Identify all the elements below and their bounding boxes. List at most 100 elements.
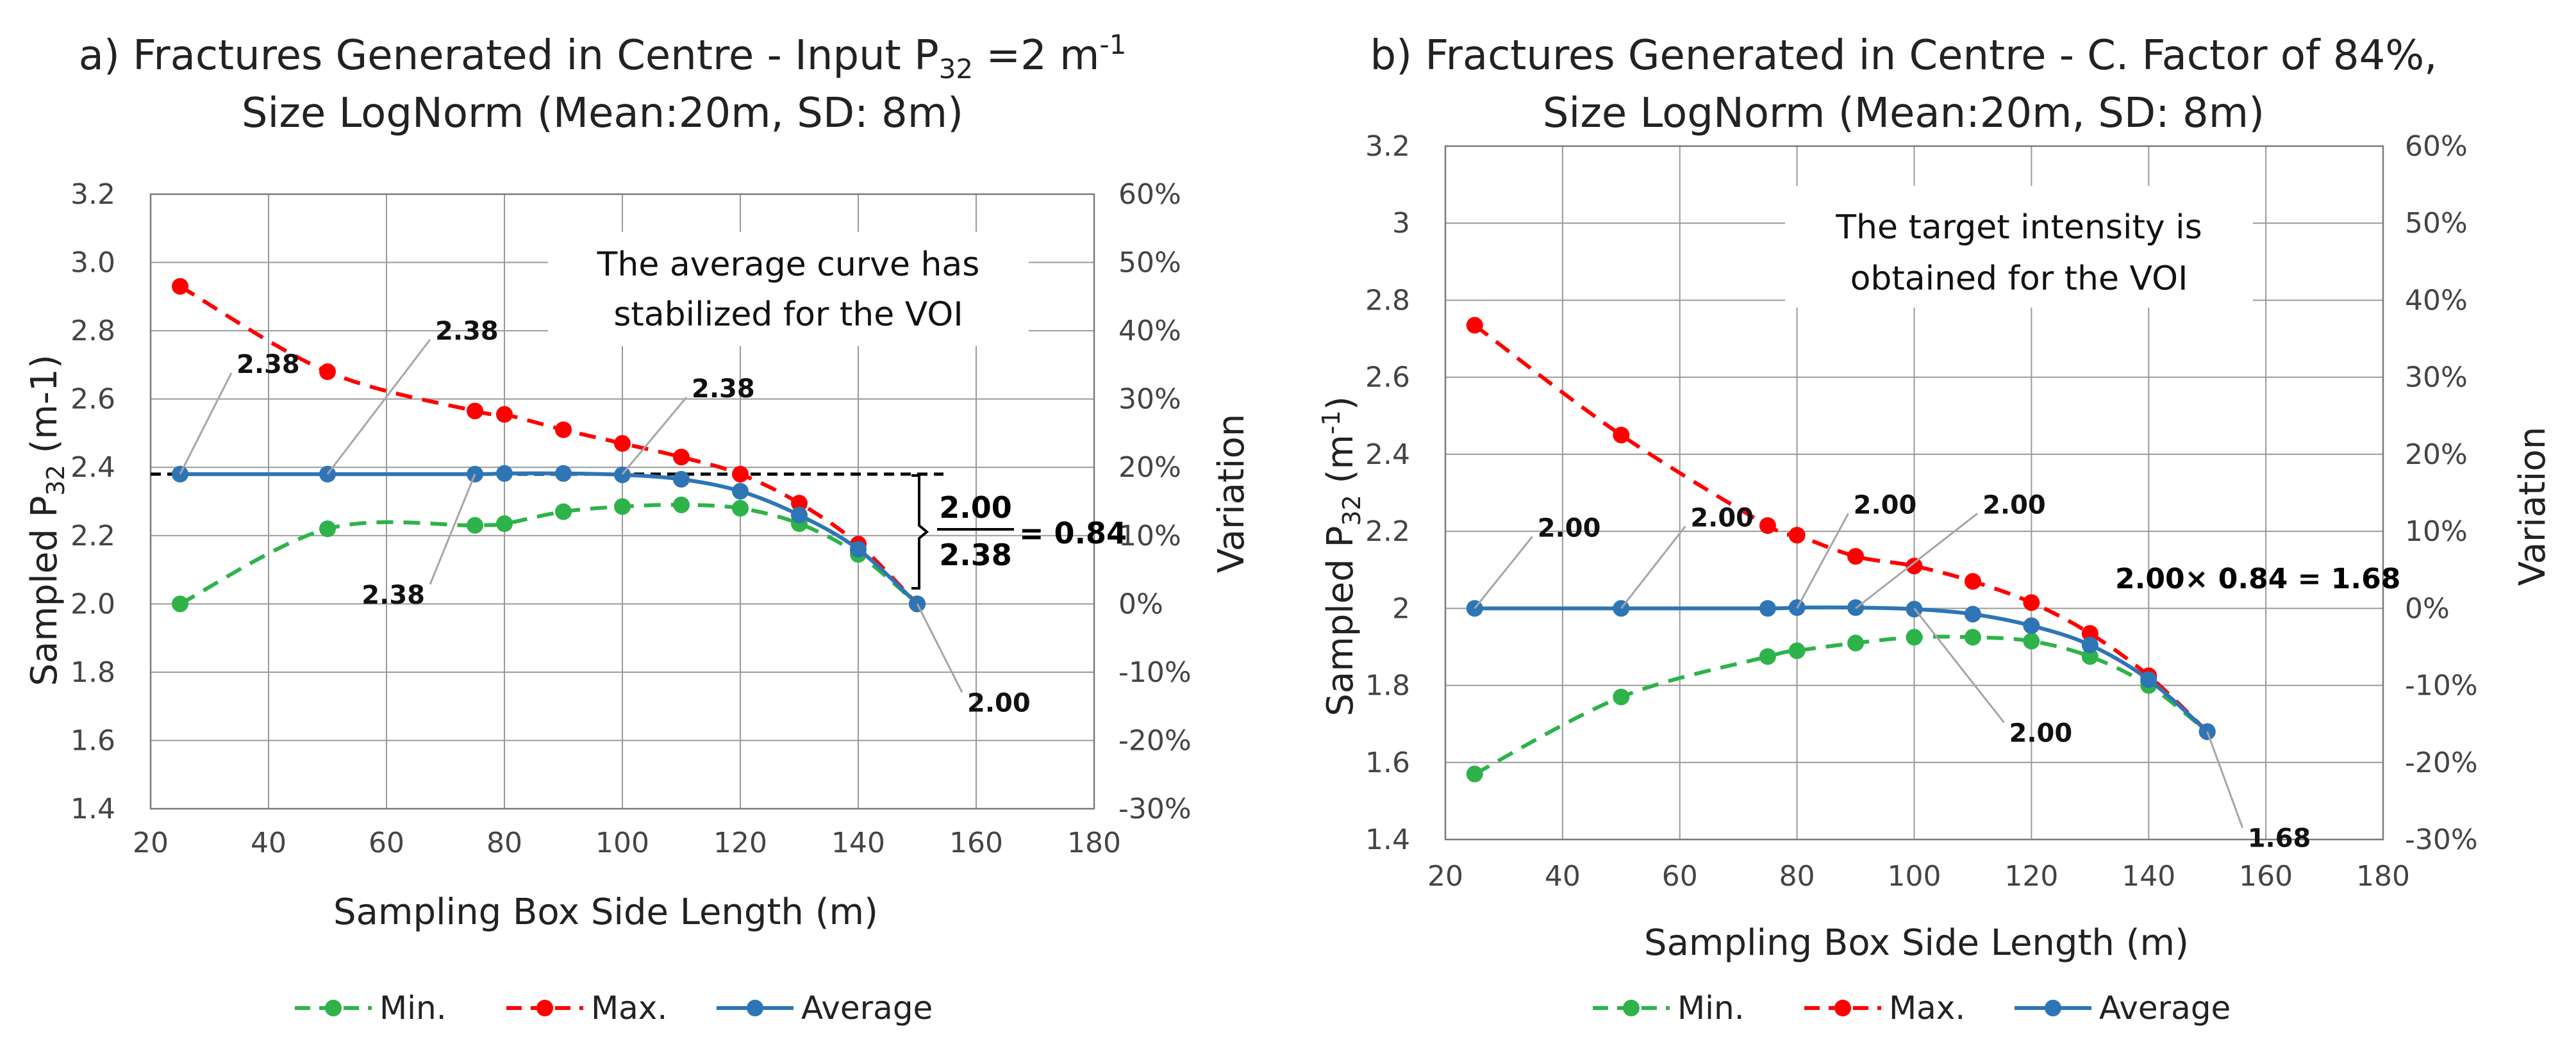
- chart-a-callout-label: 2.38: [692, 374, 755, 404]
- chart-a-series-min-point: [467, 517, 483, 534]
- chart-b-legend-average-marker: [2045, 1000, 2061, 1016]
- chart-b-x-tick-label: 40: [1545, 860, 1581, 893]
- chart-a-legend-max-marker: [536, 1000, 553, 1016]
- chart-a-y2-tick-label: 40%: [1118, 315, 1181, 347]
- chart-a-callout-leader: [179, 372, 233, 475]
- chart-b-y2-tick-label: 50%: [2405, 207, 2468, 240]
- chart-b-callout-label: 1.68: [2248, 824, 2311, 854]
- chart-b-series-max-point: [1906, 558, 1923, 575]
- chart-a-y-tick-labels: 1.4 1.6 1.8 2.0 2.2 2.4 2.6 2.8 3.0 3.2: [71, 178, 115, 825]
- chart-b-annotation-box: [1785, 186, 2253, 308]
- chart-a-callout-label: 2.38: [435, 317, 499, 346]
- chart-a-series-min-point: [673, 496, 690, 513]
- chart-a-y-tick-label: 1.6: [71, 724, 115, 757]
- chart-a-series-average-point: [850, 541, 867, 558]
- chart-b-legend: Min. Max. Average: [1593, 989, 2231, 1027]
- chart-b: b) Fractures Generated in Centre - C. Fa…: [1317, 32, 2554, 1027]
- chart-a-y2-tick-label: -30%: [1118, 793, 1192, 825]
- chart-b-callout-label: 2.00: [1982, 490, 2046, 520]
- chart-b-series-max-point: [2023, 594, 2040, 611]
- chart-b-legend-max-marker: [1834, 1000, 1851, 1016]
- chart-b-callout-leader: [1620, 525, 1686, 609]
- chart-b-y2-tick-label: -10%: [2405, 670, 2478, 702]
- chart-b-x-tick-label: 60: [1662, 860, 1698, 893]
- chart-b-series-min-point: [1964, 629, 1981, 646]
- chart-a-y-tick-label: 2.8: [71, 315, 115, 347]
- chart-b-title-line1: b) Fractures Generated in Centre - C. Fa…: [1370, 32, 2437, 79]
- chart-b-callout-label: 2.00: [1538, 513, 1601, 543]
- chart-b-y-tick-label: 2: [1392, 592, 1410, 625]
- chart-b-legend-max-label: Max.: [1889, 989, 1965, 1027]
- chart-a-x-tick-label: 180: [1067, 827, 1121, 859]
- chart-b-x-tick-label: 20: [1427, 860, 1463, 893]
- chart-b-annotation-line2: obtained for the VOI: [1850, 260, 2188, 298]
- chart-a-series-max-point: [172, 277, 188, 295]
- chart-a-title-line2: Size LogNorm (Mean:20m, SD: 8m): [242, 90, 963, 137]
- chart-b-x-axis-title: Sampling Box Side Length (m): [1644, 922, 2189, 964]
- chart-b-title-line2: Size LogNorm (Mean:20m, SD: 8m): [1543, 90, 2264, 137]
- chart-a-formula-numerator: 2.00: [939, 490, 1012, 525]
- chart-a-y2-tick-label: 10%: [1118, 520, 1181, 552]
- chart-a-legend-average-label: Average: [801, 989, 933, 1027]
- chart-b-x-tick-label: 80: [1779, 860, 1815, 893]
- chart-b-y2-tick-label: -30%: [2405, 823, 2478, 856]
- chart-b-legend-min-marker: [1623, 1000, 1640, 1016]
- chart-a-series-average-line: [180, 471, 919, 606]
- chart-b-y2-axis-title: Variation: [2512, 427, 2554, 586]
- chart-a-plot-frame: [149, 193, 1095, 810]
- chart-a-y-tick-label: 2.2: [71, 520, 115, 552]
- chart-b-legend-min-label: Min.: [1677, 989, 1745, 1027]
- chart-b-y-tick-label: 2.8: [1365, 284, 1410, 317]
- chart-a-y-tick-label: 2.6: [71, 383, 115, 416]
- chart-b-series-min-point: [2081, 648, 2098, 665]
- chart-b-x-tick-label: 160: [2239, 860, 2293, 893]
- chart-b-frame-rect: [1444, 145, 2384, 841]
- chart-a-x-tick-label: 100: [595, 827, 649, 859]
- chart-a-formula-result: = 0.84: [1019, 516, 1127, 550]
- chart-b-series-max-point: [1847, 548, 1865, 565]
- chart-a-y2-tick-label: -10%: [1118, 656, 1192, 689]
- chart-a-series-average-point: [732, 483, 749, 500]
- chart-a-annotation-box: [548, 232, 1029, 346]
- chart-b-series-min-point: [1906, 629, 1923, 646]
- chart-a-series-min-point: [555, 503, 572, 520]
- chart-b-y2-tick-label: 20%: [2405, 438, 2468, 471]
- chart-a-callout-label: 2.38: [237, 350, 300, 379]
- chart-a-x-tick-label: 20: [133, 827, 169, 859]
- chart-a-callout-leader: [916, 603, 963, 693]
- chart-a-x-tick-label: 160: [949, 827, 1003, 859]
- chart-b-y-tick-label: 2.2: [1365, 515, 1410, 548]
- chart-a-x-tick-label: 140: [831, 827, 885, 859]
- chart-b-annotation-line1: The target intensity is: [1835, 208, 2202, 247]
- chart-a-series-min-point: [172, 595, 188, 613]
- chart-b-x-tick-label: 180: [2356, 860, 2410, 893]
- chart-b-callout-leader: [1913, 608, 2005, 724]
- chart-b-series-max-point: [1759, 517, 1776, 534]
- chart-a-series-min-point: [614, 498, 631, 515]
- chart-b-series-average-line: [1474, 605, 2209, 733]
- chart-b-legend-average: Average: [2015, 989, 2231, 1027]
- chart-a-y-tick-label: 3.0: [71, 247, 115, 279]
- chart-b-y2-tick-label: 30%: [2405, 361, 2468, 394]
- chart-b-series-min-point: [1466, 765, 1483, 782]
- chart-a-legend-min-label: Min.: [379, 989, 447, 1027]
- chart-a-callout-leader: [429, 474, 476, 585]
- chart-b-y2-tick-label: 0%: [2405, 592, 2450, 625]
- chart-a-legend-min-marker: [325, 1000, 342, 1016]
- chart-b-y2-tick-label: -20%: [2405, 747, 2478, 779]
- chart-b-callout-leader: [1855, 513, 1978, 609]
- chart-b-series-average-point: [2140, 671, 2157, 688]
- chart-b-y2-tick-labels: -30% -20% -10% 0% 10% 20% 30% 40% 50% 60%: [2405, 130, 2478, 856]
- chart-a-title-line1: a) Fractures Generated in Centre - Input…: [79, 29, 1127, 85]
- chart-a-series-min-point: [496, 515, 513, 533]
- chart-b-series-max-point: [1466, 317, 1483, 334]
- chart-a-formula-denominator: 2.38: [939, 538, 1012, 572]
- chart-a-callout-leader: [621, 396, 688, 475]
- chart-a-y2-axis-title: Variation: [1211, 414, 1252, 573]
- chart-b-formula: 2.00× 0.84 = 1.68: [2115, 563, 2400, 595]
- chart-b-callout-leader: [2206, 731, 2244, 829]
- chart-a-series-min-point: [732, 500, 749, 517]
- chart-a-frame-rect: [149, 193, 1095, 810]
- chart-b-series: [1466, 317, 2216, 782]
- chart-a-x-axis-title: Sampling Box Side Length (m): [333, 891, 878, 933]
